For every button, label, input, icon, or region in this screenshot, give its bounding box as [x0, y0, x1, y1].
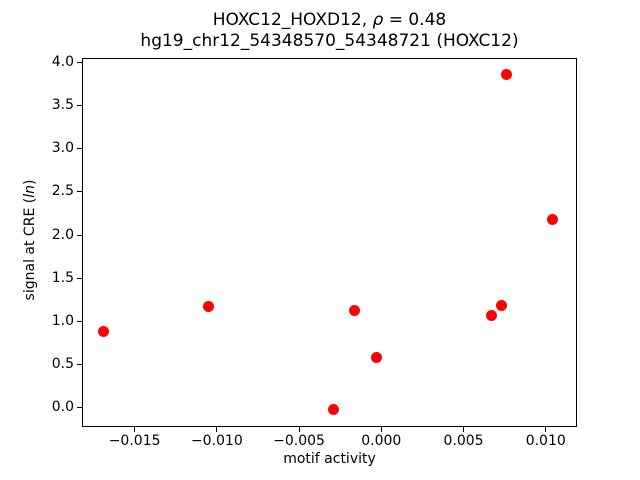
x-tick-label: 0.000 — [361, 433, 402, 449]
chart-title-suffix: = 0.48 — [383, 10, 447, 30]
x-tick-mark — [463, 427, 465, 432]
y-tick-mark — [77, 61, 82, 63]
y-tick-label: 2.0 — [51, 226, 74, 243]
x-tick-mark — [380, 427, 382, 432]
y-tick-label: 4.0 — [51, 53, 74, 70]
data-point — [203, 301, 215, 313]
chart-title-block: HOXC12_HOXD12, ρ = 0.48 hg19_chr12_54348… — [82, 10, 577, 52]
data-point — [546, 214, 558, 226]
y-tick-label: 1.0 — [51, 313, 74, 330]
y-tick-label: 3.5 — [51, 97, 74, 114]
x-tick-mark — [134, 427, 136, 432]
x-tick-mark — [216, 427, 218, 432]
x-tick-mark — [298, 427, 300, 432]
y-tick-label: 2.5 — [51, 183, 74, 200]
y-tick-label: 1.5 — [51, 269, 74, 286]
chart-title-prefix: HOXC12_HOXD12, — [212, 10, 373, 30]
y-tick-label: 3.0 — [51, 140, 74, 157]
x-axis-label: motif activity — [283, 451, 376, 467]
chart-subtitle: hg19_chr12_54348570_54348721 (HOXC12) — [140, 31, 519, 51]
y-axis-label-suffix: ) — [22, 179, 38, 186]
x-tick-label: 0.005 — [443, 433, 484, 449]
data-point — [370, 352, 382, 364]
x-tick-label: 0.010 — [525, 433, 566, 449]
y-tick-mark — [77, 105, 82, 107]
y-tick-mark — [77, 148, 82, 150]
y-axis-label: signal at CRE (ln) — [22, 180, 38, 301]
y-tick-mark — [77, 364, 82, 366]
data-point — [349, 304, 361, 316]
data-point — [485, 310, 497, 322]
x-tick-label: −0.015 — [108, 433, 161, 449]
plot-area: −0.015 −0.010 −0.005 0.000 0.005 0.010 0.0 0.5 1… — [52, 54, 577, 449]
chart-title-rho: ρ — [372, 10, 384, 30]
chart-title: HOXC12_HOXD12, ρ = 0.48 — [82, 10, 577, 31]
y-tick-mark — [77, 321, 82, 323]
data-point — [495, 299, 507, 311]
y-tick-mark — [77, 407, 82, 409]
data-point — [500, 68, 512, 80]
data-point — [97, 326, 109, 338]
y-tick-mark — [77, 234, 82, 236]
y-axis-label-italic: ln — [22, 185, 38, 198]
y-tick-mark — [77, 191, 82, 193]
y-tick-label: 0.5 — [51, 356, 74, 373]
x-tick-mark — [545, 427, 547, 432]
y-tick-label: 0.0 — [51, 399, 74, 416]
x-tick-label: −0.010 — [190, 433, 243, 449]
y-tick-mark — [77, 277, 82, 279]
y-axis-label-prefix: signal at CRE ( — [22, 197, 38, 301]
x-tick-label: −0.005 — [273, 433, 325, 449]
data-point — [328, 404, 340, 416]
